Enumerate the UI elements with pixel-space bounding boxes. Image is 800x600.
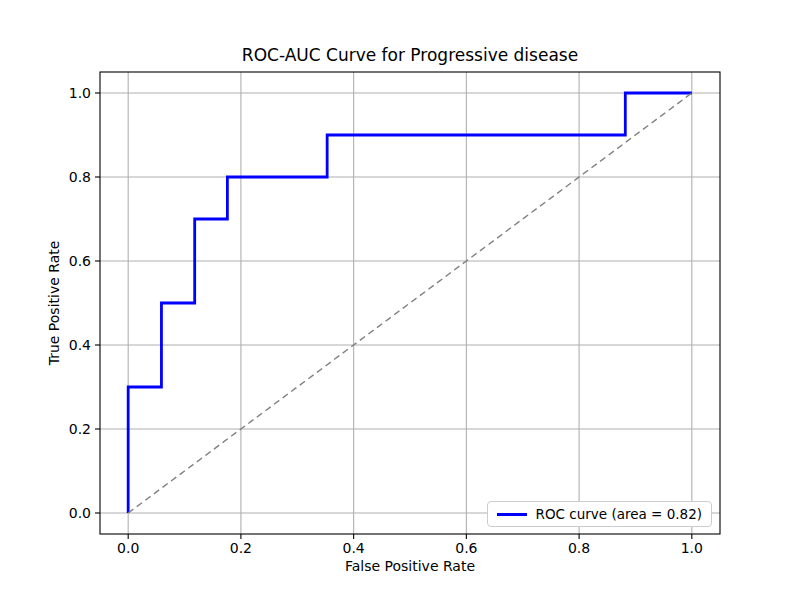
x-axis-label: False Positive Rate bbox=[345, 558, 475, 574]
y-tick-label: 0.2 bbox=[69, 421, 91, 437]
y-tick-label: 0.6 bbox=[69, 253, 91, 269]
series-chance-line bbox=[128, 93, 692, 513]
x-tick-label: 1.0 bbox=[681, 540, 703, 556]
plot-series bbox=[128, 93, 692, 513]
x-tick-label: 0.4 bbox=[343, 540, 365, 556]
roc-figure: 0.0 0.2 0.4 0.6 0.8 1.0 0.0 0.2 0.4 0.6 0.8 1.0 ROC… bbox=[0, 0, 800, 600]
chart-title: ROC-AUC Curve for Progressive disease bbox=[242, 45, 578, 65]
x-tick-label: 0.2 bbox=[230, 540, 252, 556]
legend: ROC curve (area = 0.82) bbox=[487, 501, 712, 527]
y-tick-label: 0.8 bbox=[69, 169, 91, 185]
legend-label: ROC curve (area = 0.82) bbox=[536, 506, 702, 522]
x-tick-label: 0.6 bbox=[455, 540, 477, 556]
y-tick-label: 0.4 bbox=[69, 337, 91, 353]
y-axis-label: True Positive Rate bbox=[46, 241, 62, 367]
x-tick-label: 0.8 bbox=[568, 540, 590, 556]
x-tick-label: 0.0 bbox=[117, 540, 139, 556]
y-tick-label: 0.0 bbox=[69, 505, 91, 521]
y-tick-label: 1.0 bbox=[69, 85, 91, 101]
legend-line-sample-icon bbox=[497, 513, 527, 516]
series-roc-curve bbox=[128, 93, 692, 513]
